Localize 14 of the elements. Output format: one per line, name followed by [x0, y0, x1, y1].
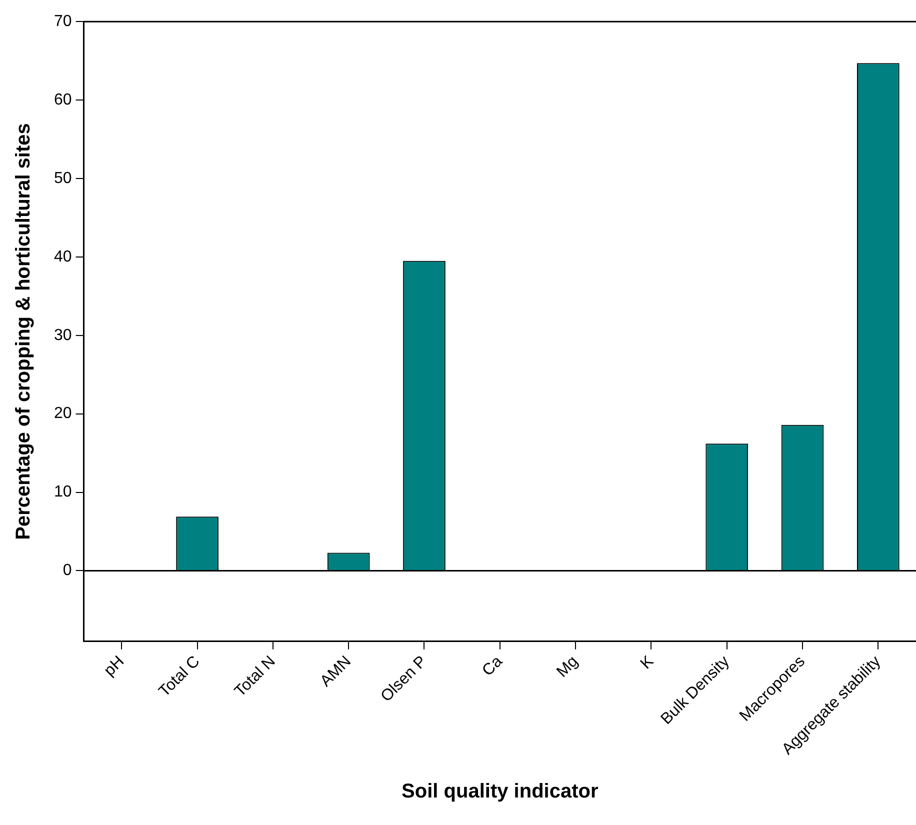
- x-axis-title: Soil quality indicator: [402, 780, 598, 803]
- x-tick-label: K: [638, 652, 658, 673]
- x-tick-label: Mg: [554, 653, 582, 681]
- y-tick-label: 50: [54, 170, 72, 187]
- y-tick-label: 20: [54, 405, 72, 422]
- x-tick-label: pH: [101, 653, 128, 680]
- y-tick-label: 0: [62, 562, 72, 580]
- y-tick-label: 60: [54, 91, 72, 108]
- y-tick-label: 10: [54, 484, 72, 501]
- y-tick-label: 40: [54, 248, 72, 266]
- x-tick-label: Ca: [479, 652, 506, 680]
- y-tick-label: 70: [54, 13, 72, 30]
- y-tick-label: 30: [54, 326, 72, 344]
- y-axis-title: Percentage of cropping & horticultural sites: [12, 123, 35, 540]
